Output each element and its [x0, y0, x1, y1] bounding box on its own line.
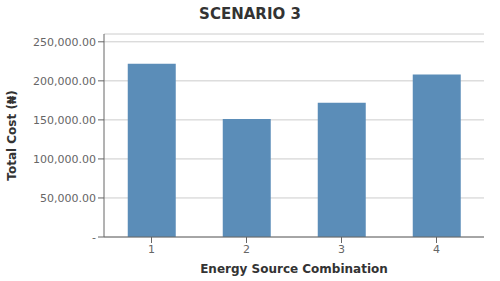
svg-text:2: 2	[243, 243, 250, 256]
svg-text:200,000.00: 200,000.00	[33, 75, 96, 88]
svg-text:-: -	[92, 231, 96, 244]
svg-text:150,000.00: 150,000.00	[33, 114, 96, 127]
svg-text:Energy Source Combination: Energy Source Combination	[200, 262, 388, 276]
svg-text:250,000.00: 250,000.00	[33, 36, 96, 49]
svg-text:1: 1	[148, 243, 155, 256]
svg-text:50,000.00: 50,000.00	[40, 192, 96, 205]
html-text:SCENARIO 3: SCENARIO 3	[199, 5, 301, 23]
svg-text:3: 3	[338, 243, 345, 256]
svg-text:Total Cost (₦): Total Cost (₦)	[8, 90, 19, 180]
svg-text:100,000.00: 100,000.00	[33, 153, 96, 166]
svg-text:4: 4	[433, 243, 440, 256]
